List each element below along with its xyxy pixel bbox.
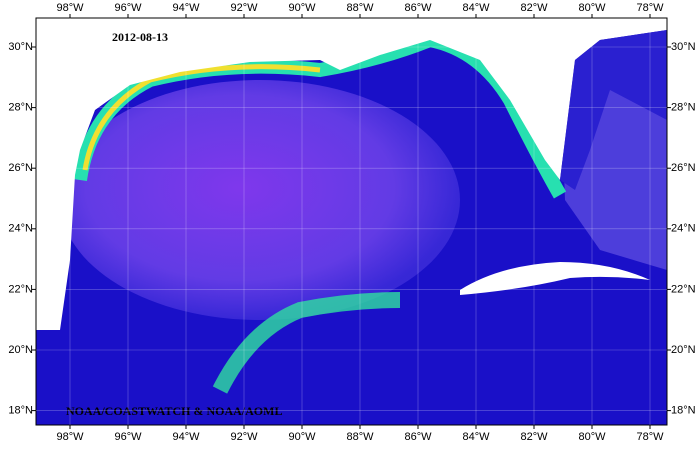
map-frame [35, 17, 668, 426]
lon-label: 88°W [346, 431, 374, 443]
map-date: 2012-08-13 [112, 30, 168, 44]
lon-label: 98°W [56, 431, 84, 443]
lat-label: 26°N [8, 162, 33, 174]
lat-label: 30°N [671, 41, 696, 53]
lat-label: 24°N [671, 223, 696, 235]
lon-label: 96°W [114, 431, 142, 443]
lat-label: 30°N [8, 41, 33, 53]
lat-label: 18°N [8, 405, 33, 417]
map-image [36, 18, 667, 425]
lon-label: 82°W [520, 2, 548, 14]
lon-label: 96°W [114, 2, 142, 14]
florida-east [560, 30, 667, 190]
lon-label: 80°W [578, 431, 606, 443]
lon-label: 80°W [578, 2, 606, 14]
lon-label: 84°W [462, 2, 490, 14]
lon-label: 92°W [230, 2, 258, 14]
lat-label: 28°N [671, 102, 696, 114]
lon-label: 78°W [636, 2, 664, 14]
lat-label: 22°N [671, 283, 696, 295]
lon-label: 94°W [172, 2, 200, 14]
lat-label: 28°N [8, 102, 33, 114]
lat-label: 24°N [8, 223, 33, 235]
lon-label: 94°W [172, 431, 200, 443]
lat-label: 18°N [671, 405, 696, 417]
coastal-bloom [82, 64, 321, 171]
lat-label: 26°N [671, 162, 696, 174]
lat-label: 22°N [8, 283, 33, 295]
lon-label: 86°W [404, 2, 432, 14]
lon-label: 98°W [56, 2, 84, 14]
lon-label: 82°W [520, 431, 548, 443]
gulf-water [60, 80, 460, 320]
lon-label: 86°W [404, 431, 432, 443]
lat-label: 20°N [8, 344, 33, 356]
lon-label: 88°W [346, 2, 374, 14]
coastal-bloom [212, 292, 401, 394]
lon-label: 84°W [462, 431, 490, 443]
cuba [460, 262, 650, 295]
map-credit: NOAA/COASTWATCH & NOAA/AOML [66, 404, 282, 418]
lon-label: 90°W [288, 431, 316, 443]
lat-label: 20°N [671, 344, 696, 356]
land [36, 18, 667, 330]
lon-label: 92°W [230, 431, 258, 443]
lon-label: 78°W [636, 431, 664, 443]
lon-label: 90°W [288, 2, 316, 14]
